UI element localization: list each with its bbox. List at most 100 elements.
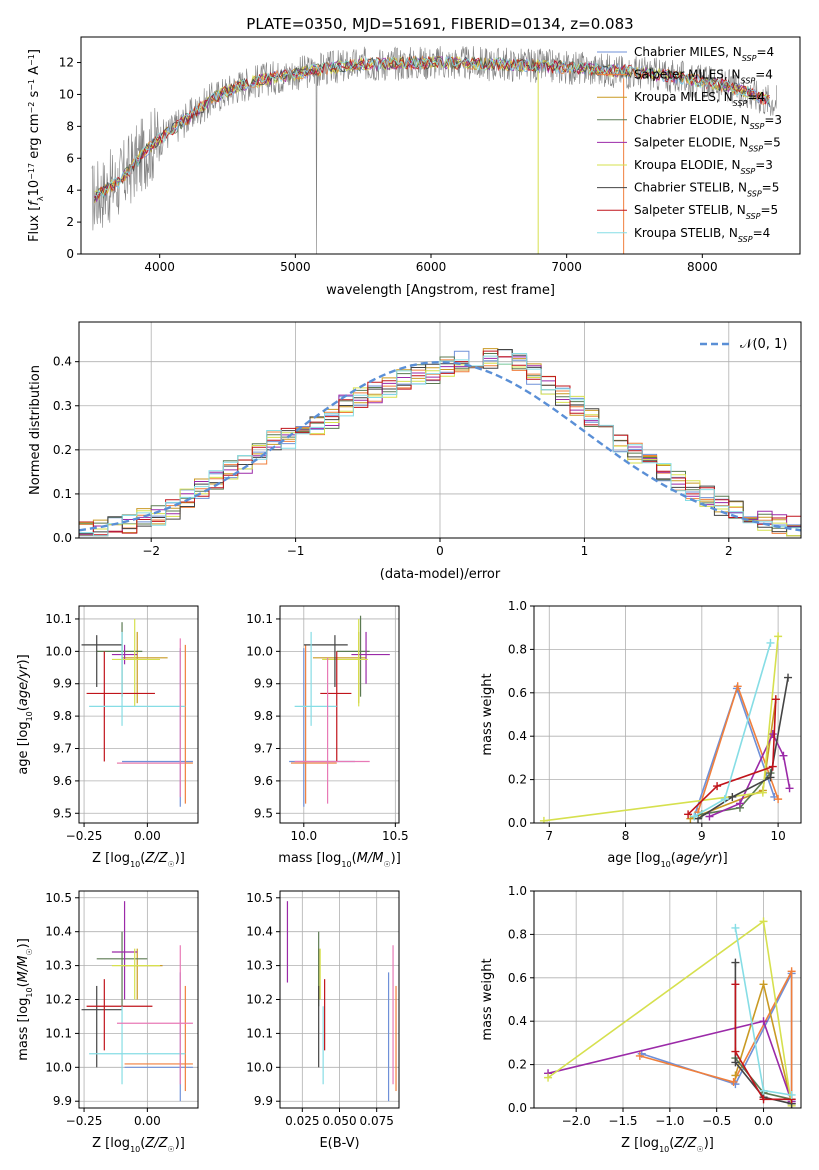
x-tick-label: 0.00 xyxy=(134,1114,161,1128)
mass-weight-marker xyxy=(768,762,777,771)
y-tick-label: 8 xyxy=(66,119,74,133)
mass-weight-marker xyxy=(731,923,740,932)
x-axis-label: Z [log10(Z/Z☉)] xyxy=(92,851,185,869)
mass-weight-marker xyxy=(731,1047,740,1056)
mass-weight-marker xyxy=(766,638,775,647)
y-axis-label: age [log10(age/yr)] xyxy=(16,654,34,774)
x-tick-label: 10.0 xyxy=(290,829,317,843)
y-axis-label: Flux [fλ10−17 erg cm−2 s−1 A−1] xyxy=(27,49,45,242)
y-tick-label: 10.3 xyxy=(246,959,273,973)
y-tick-label: 0.8 xyxy=(508,927,527,941)
x-axis-label: Z [log10(Z/Z☉)] xyxy=(621,1136,714,1154)
x-axis-label: E(B-V) xyxy=(319,1136,359,1151)
mass-weight-marker xyxy=(758,788,767,797)
y-axis-label: mass [log10(M/M☉)] xyxy=(16,938,34,1061)
x-tick-label: −0.25 xyxy=(66,829,103,843)
x-tick-label: −2.0 xyxy=(562,1114,591,1128)
y-tick-label: 4 xyxy=(66,183,74,197)
y-tick-label: 10.4 xyxy=(45,925,72,939)
x-tick-label: 10 xyxy=(770,829,785,843)
mass-weight-vs-age-panel: 7 8 9 10 0.0 0.2 0.4 0.6 0.8 1.0 age [log10(age/yr… xyxy=(480,599,802,869)
x-tick-label: −1.0 xyxy=(655,1114,684,1128)
error-bars xyxy=(286,901,397,1102)
histogram-step xyxy=(79,356,801,535)
y-axis-label: Normed distribution xyxy=(28,365,43,495)
mass-weight-marker xyxy=(729,1077,738,1086)
y-tick-label: 2 xyxy=(66,215,74,229)
y-tick-label: 10.0 xyxy=(246,1060,273,1074)
mass-weight-marker xyxy=(771,695,780,704)
legend-entry: Chabrier STELIB, NSSP=5 xyxy=(634,181,779,199)
y-tick-label: 10.0 xyxy=(246,644,273,658)
histogram-step xyxy=(79,350,801,536)
x-tick-label: 0 xyxy=(436,544,444,558)
y-tick-label: 10.1 xyxy=(246,612,273,626)
x-axis-label: mass [log10(M/M☉)] xyxy=(278,851,401,869)
y-tick-label: 9.9 xyxy=(254,1094,273,1108)
mass-weight-marker xyxy=(766,773,775,782)
y-tick-label: 10.0 xyxy=(45,1060,72,1074)
x-tick-label: 1 xyxy=(581,544,589,558)
y-tick-label: 0 xyxy=(66,247,74,261)
mass-weight-marker xyxy=(690,812,699,821)
x-tick-label: 6000 xyxy=(416,260,447,274)
x-tick-label: 10.5 xyxy=(382,829,409,843)
x-tick-label: 4000 xyxy=(144,260,175,274)
y-tick-label: 0.2 xyxy=(508,773,527,787)
y-tick-label: 10 xyxy=(59,87,74,101)
y-tick-label: 0.6 xyxy=(508,971,527,985)
y-axis-label: mass weight xyxy=(480,958,495,1040)
x-tick-label: −2 xyxy=(142,544,160,558)
mass-vs-ebv-panel: 0.025 0.050 0.075 9.9 10.0 10.1 10.2 10.3 10.4 10… xyxy=(246,890,400,1151)
legend-entry: Salpeter MILES, NSSP=4 xyxy=(634,68,773,86)
y-tick-label: 9.6 xyxy=(53,774,72,788)
mass-weight-marker xyxy=(774,632,783,641)
mass-weight-marker xyxy=(731,1071,740,1080)
x-tick-label: 2 xyxy=(725,544,733,558)
legend-entry: Chabrier MILES, NSSP=4 xyxy=(634,45,774,63)
y-tick-label: 0.0 xyxy=(53,531,72,545)
mass-vs-metallicity-panel: −0.25 0.00 9.9 10.0 10.1 10.2 10.3 10.4 10.5 Z [l… xyxy=(16,890,199,1154)
y-tick-label: 6 xyxy=(66,151,74,165)
normal-distribution-curve xyxy=(79,360,801,532)
model-spectrum-line xyxy=(94,55,770,197)
y-tick-label: 0.0 xyxy=(508,816,527,830)
mass-weight-line xyxy=(639,970,793,1104)
mass-weight-marker xyxy=(787,967,796,976)
axes-frame xyxy=(80,36,801,255)
error-bars xyxy=(81,618,193,807)
x-axis-label: Z [log10(Z/Z☉)] xyxy=(92,1136,185,1154)
legend-entry: Salpeter STELIB, NSSP=5 xyxy=(634,203,778,221)
y-tick-label: 10.2 xyxy=(246,993,273,1007)
mass-weight-marker xyxy=(784,673,793,682)
mass-weight-marker xyxy=(720,795,729,804)
mass-weight-vs-metallicity-panel: −2.0 −1.5 −1.0 −0.5 0.0 0.0 0.2 0.4 0.6 0.8 1.0 Z [… xyxy=(480,884,802,1154)
y-tick-label: 9.8 xyxy=(254,709,273,723)
mass-weight-marker xyxy=(731,958,740,967)
mass-weight-marker xyxy=(785,784,794,793)
mass-weight-marker xyxy=(774,795,783,804)
x-tick-label: 0.050 xyxy=(322,1114,356,1128)
mass-weight-line xyxy=(697,677,789,820)
x-tick-label: 7 xyxy=(545,829,553,843)
age-vs-metallicity-panel: −0.25 0.00 9.5 9.6 9.7 9.8 9.9 10.0 10.1 Z [log10… xyxy=(16,605,199,869)
x-axis-label: age [log10(age/yr)] xyxy=(607,851,727,869)
mass-weight-marker xyxy=(759,980,768,989)
mass-weight-marker xyxy=(759,1095,768,1104)
mass-weight-marker xyxy=(759,1017,768,1026)
legend-entry: Chabrier ELODIE, NSSP=3 xyxy=(634,113,782,131)
y-tick-label: 0.2 xyxy=(508,1058,527,1072)
y-tick-label: 0.3 xyxy=(53,399,72,413)
mass-weight-marker xyxy=(733,682,742,691)
y-tick-label: 10.1 xyxy=(45,1026,72,1040)
mass-weight-marker xyxy=(705,812,714,821)
mass-weight-marker xyxy=(728,792,737,801)
legend-entry: Salpeter ELODIE, NSSP=5 xyxy=(634,135,781,153)
x-tick-label: −0.5 xyxy=(702,1114,731,1128)
mass-weight-lines xyxy=(544,917,796,1108)
y-tick-label: 9.7 xyxy=(53,742,72,756)
y-tick-label: 1.0 xyxy=(508,599,527,613)
error-bars xyxy=(81,901,193,1102)
y-tick-label: 10.5 xyxy=(45,891,72,905)
